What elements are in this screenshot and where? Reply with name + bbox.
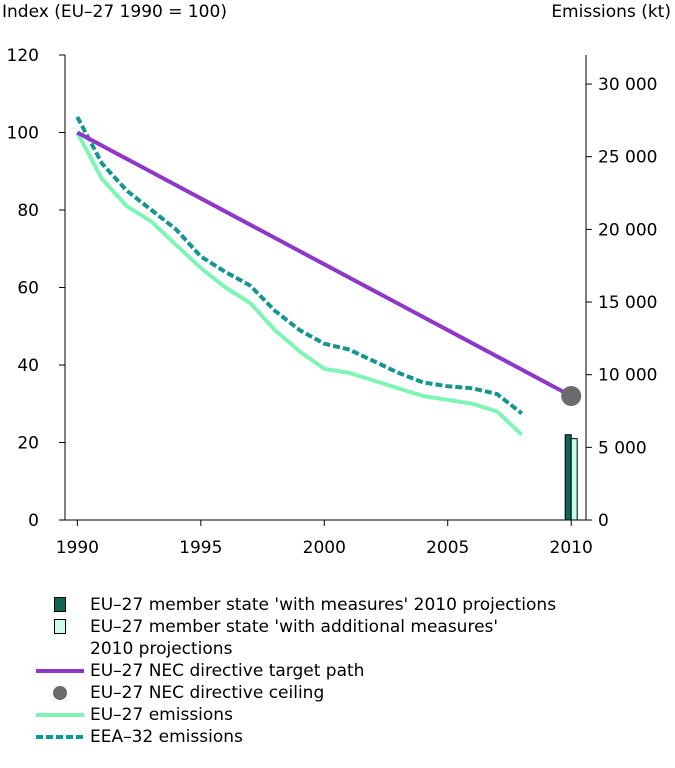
legend-item-with-measures: EU–27 member state 'with measures' 2010 … bbox=[30, 594, 556, 616]
x-tick-label: 1995 bbox=[179, 538, 222, 558]
right-tick-label: 15 000 bbox=[598, 293, 657, 313]
legend-item-eu27-emissions: EU–27 emissions bbox=[30, 704, 556, 726]
nec-ceiling-point bbox=[561, 386, 582, 406]
right-axis-title: Emissions (kt) bbox=[551, 2, 671, 22]
left-tick-label: 0 bbox=[28, 511, 39, 531]
series-eu27-emissions bbox=[75, 131, 524, 437]
left-tick-label: 60 bbox=[17, 279, 39, 299]
left-tick-label: 20 bbox=[17, 434, 39, 454]
series-nec-target-path bbox=[76, 130, 573, 398]
x-tick-label: 2000 bbox=[303, 538, 346, 558]
right-tick-label: 20 000 bbox=[598, 220, 657, 240]
legend-item-ceiling: EU–27 NEC directive ceiling bbox=[30, 682, 556, 704]
x-tick-label: 2005 bbox=[426, 538, 469, 558]
legend-label: EU–27 emissions bbox=[90, 705, 233, 725]
left-tick-label: 120 bbox=[7, 46, 39, 66]
legend-dot-ceiling bbox=[53, 686, 67, 700]
legend-item-with-additional-measures: EU–27 member state 'with additional meas… bbox=[30, 616, 556, 660]
legend-label: EEA–32 emissions bbox=[90, 727, 243, 747]
legend-item-eea32-emissions: EEA–32 emissions bbox=[30, 726, 556, 748]
bar-with-measures bbox=[564, 434, 572, 521]
legend-swatch-with-measures bbox=[54, 597, 66, 612]
legend-line-eu27-emissions bbox=[36, 713, 84, 717]
legend-label: EU–27 NEC directive target path bbox=[90, 661, 365, 681]
x-tick-label: 1990 bbox=[56, 538, 99, 558]
legend-label: EU–27 member state 'with measures' 2010 … bbox=[90, 595, 557, 615]
series-eea32-emissions bbox=[75, 116, 524, 415]
legend-dash-eea32-emissions bbox=[36, 735, 84, 739]
right-tick-label: 5 000 bbox=[598, 438, 647, 458]
legend: EU–27 member state 'with measures' 2010 … bbox=[30, 594, 556, 748]
legend-item-target-path: EU–27 NEC directive target path bbox=[30, 660, 556, 682]
right-tick-label: 30 000 bbox=[598, 75, 657, 95]
legend-line-target-path bbox=[36, 669, 84, 673]
left-tick-label: 40 bbox=[17, 356, 39, 376]
left-axis-title: Index (EU–27 1990 = 100) bbox=[2, 2, 227, 22]
right-tick-label: 25 000 bbox=[598, 148, 657, 168]
left-tick-label: 100 bbox=[7, 124, 39, 144]
right-tick-label: 10 000 bbox=[598, 366, 657, 386]
legend-swatch-with-additional-measures bbox=[54, 619, 66, 634]
bar-with-additional-measures bbox=[570, 438, 578, 521]
right-tick-label: 0 bbox=[598, 511, 609, 531]
legend-label: EU–27 NEC directive ceiling bbox=[90, 683, 325, 703]
x-tick-label: 2010 bbox=[550, 538, 593, 558]
legend-label: EU–27 member state 'with additional meas… bbox=[90, 617, 499, 659]
chart: 0 20 40 60 80 100 120 0 5 000 10 000 15 000 20 000 2… bbox=[7, 46, 658, 558]
left-tick-label: 80 bbox=[17, 201, 39, 221]
